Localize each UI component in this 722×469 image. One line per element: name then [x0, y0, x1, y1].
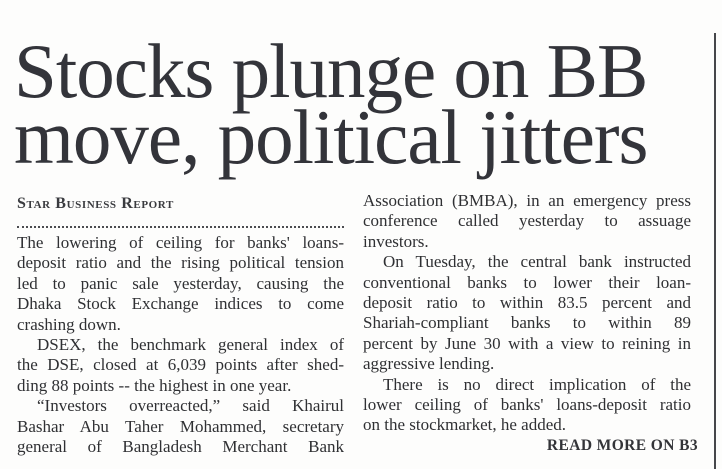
read-more-reference: READ MORE ON B3 — [546, 437, 698, 454]
text-line: Association (BMBA), in an emergency pres… — [363, 191, 691, 210]
text-line: lower ceiling of banks' loans-deposit ra… — [363, 395, 691, 415]
text-line: deposit ratio to within 83.5 percent and — [363, 293, 691, 313]
text-line: aggressive lending. — [363, 354, 495, 374]
text-line: the DSE, closed at 6,039 points after sh… — [17, 355, 344, 375]
text-line: DSEX, the benchmark general index of — [37, 335, 344, 355]
byline: Star Business Report — [17, 195, 174, 212]
text-line: conventional banks to lower their loan- — [363, 272, 691, 292]
text-line: conference called yesterday to assuage — [363, 211, 691, 231]
headline-line-1: Stocks plunge on BB — [14, 28, 648, 114]
column-rule — [714, 33, 716, 469]
text-line: The lowering of ceiling for banks' loans… — [17, 233, 344, 252]
text-line: on the stockmarket, he added. — [363, 415, 566, 435]
text-line: There is no direct implication of the — [383, 374, 691, 394]
text-line: On Tuesday, the central bank instructed — [383, 252, 691, 272]
headline-line-2: move, political jitters — [14, 94, 648, 180]
headline: Stocks plunge on BB move, political jitt… — [14, 28, 648, 180]
text-line: “Investors overreacted,” said Khairul — [37, 396, 344, 416]
article-column-right: Association (BMBA), in an emergency pres… — [363, 191, 691, 436]
dotted-separator — [17, 220, 344, 228]
text-line: Shariah-compliant banks to within 89 — [363, 313, 691, 333]
text-line: investors. — [363, 231, 429, 251]
text-line: deposit ratio and the rising political t… — [17, 253, 344, 273]
article-column-left: The lowering of ceiling for banks' loans… — [17, 233, 344, 457]
text-line: ding 88 points -- the highest in one yea… — [17, 375, 292, 395]
text-line: Dhaka Stock Exchange indices to come — [17, 294, 344, 314]
text-line: led to panic sale yesterday, causing the — [17, 273, 344, 293]
text-line: percent by June 30 with a view to reinin… — [363, 333, 691, 353]
text-line: Bashar Abu Taher Mohammed, secretary — [17, 416, 344, 436]
text-line: crashing down. — [17, 314, 121, 334]
text-line: general of Bangladesh Merchant Bank — [17, 437, 344, 457]
